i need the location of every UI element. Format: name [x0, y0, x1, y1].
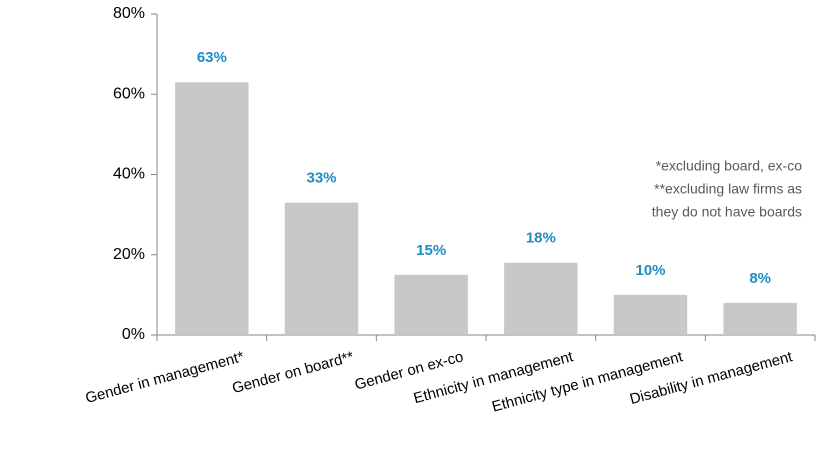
x-tick-label: Gender on board** [230, 348, 355, 397]
y-tick-label: 80% [113, 5, 145, 22]
value-label: 63% [197, 49, 227, 66]
y-tick-label: 20% [113, 246, 145, 263]
annotation: *excluding board, ex-co [656, 158, 803, 174]
bar [504, 262, 578, 335]
bar [613, 294, 688, 335]
value-label: 15% [416, 242, 446, 259]
value-label: 8% [749, 270, 771, 287]
y-tick-label: 0% [122, 326, 145, 343]
x-tick-label: Gender in management* [84, 348, 246, 407]
bar [175, 82, 249, 336]
bar [723, 302, 797, 335]
bar [284, 202, 359, 335]
y-tick-label: 60% [113, 85, 145, 102]
value-label: 18% [526, 230, 556, 247]
value-label: 33% [306, 170, 336, 187]
annotation: **excluding law firms as [654, 181, 802, 197]
bar [394, 274, 468, 335]
value-label: 10% [635, 262, 665, 279]
y-tick-label: 40% [113, 166, 145, 183]
annotation: they do not have boards [652, 204, 802, 220]
x-tick-label: Ethnicity type in management [490, 348, 685, 416]
